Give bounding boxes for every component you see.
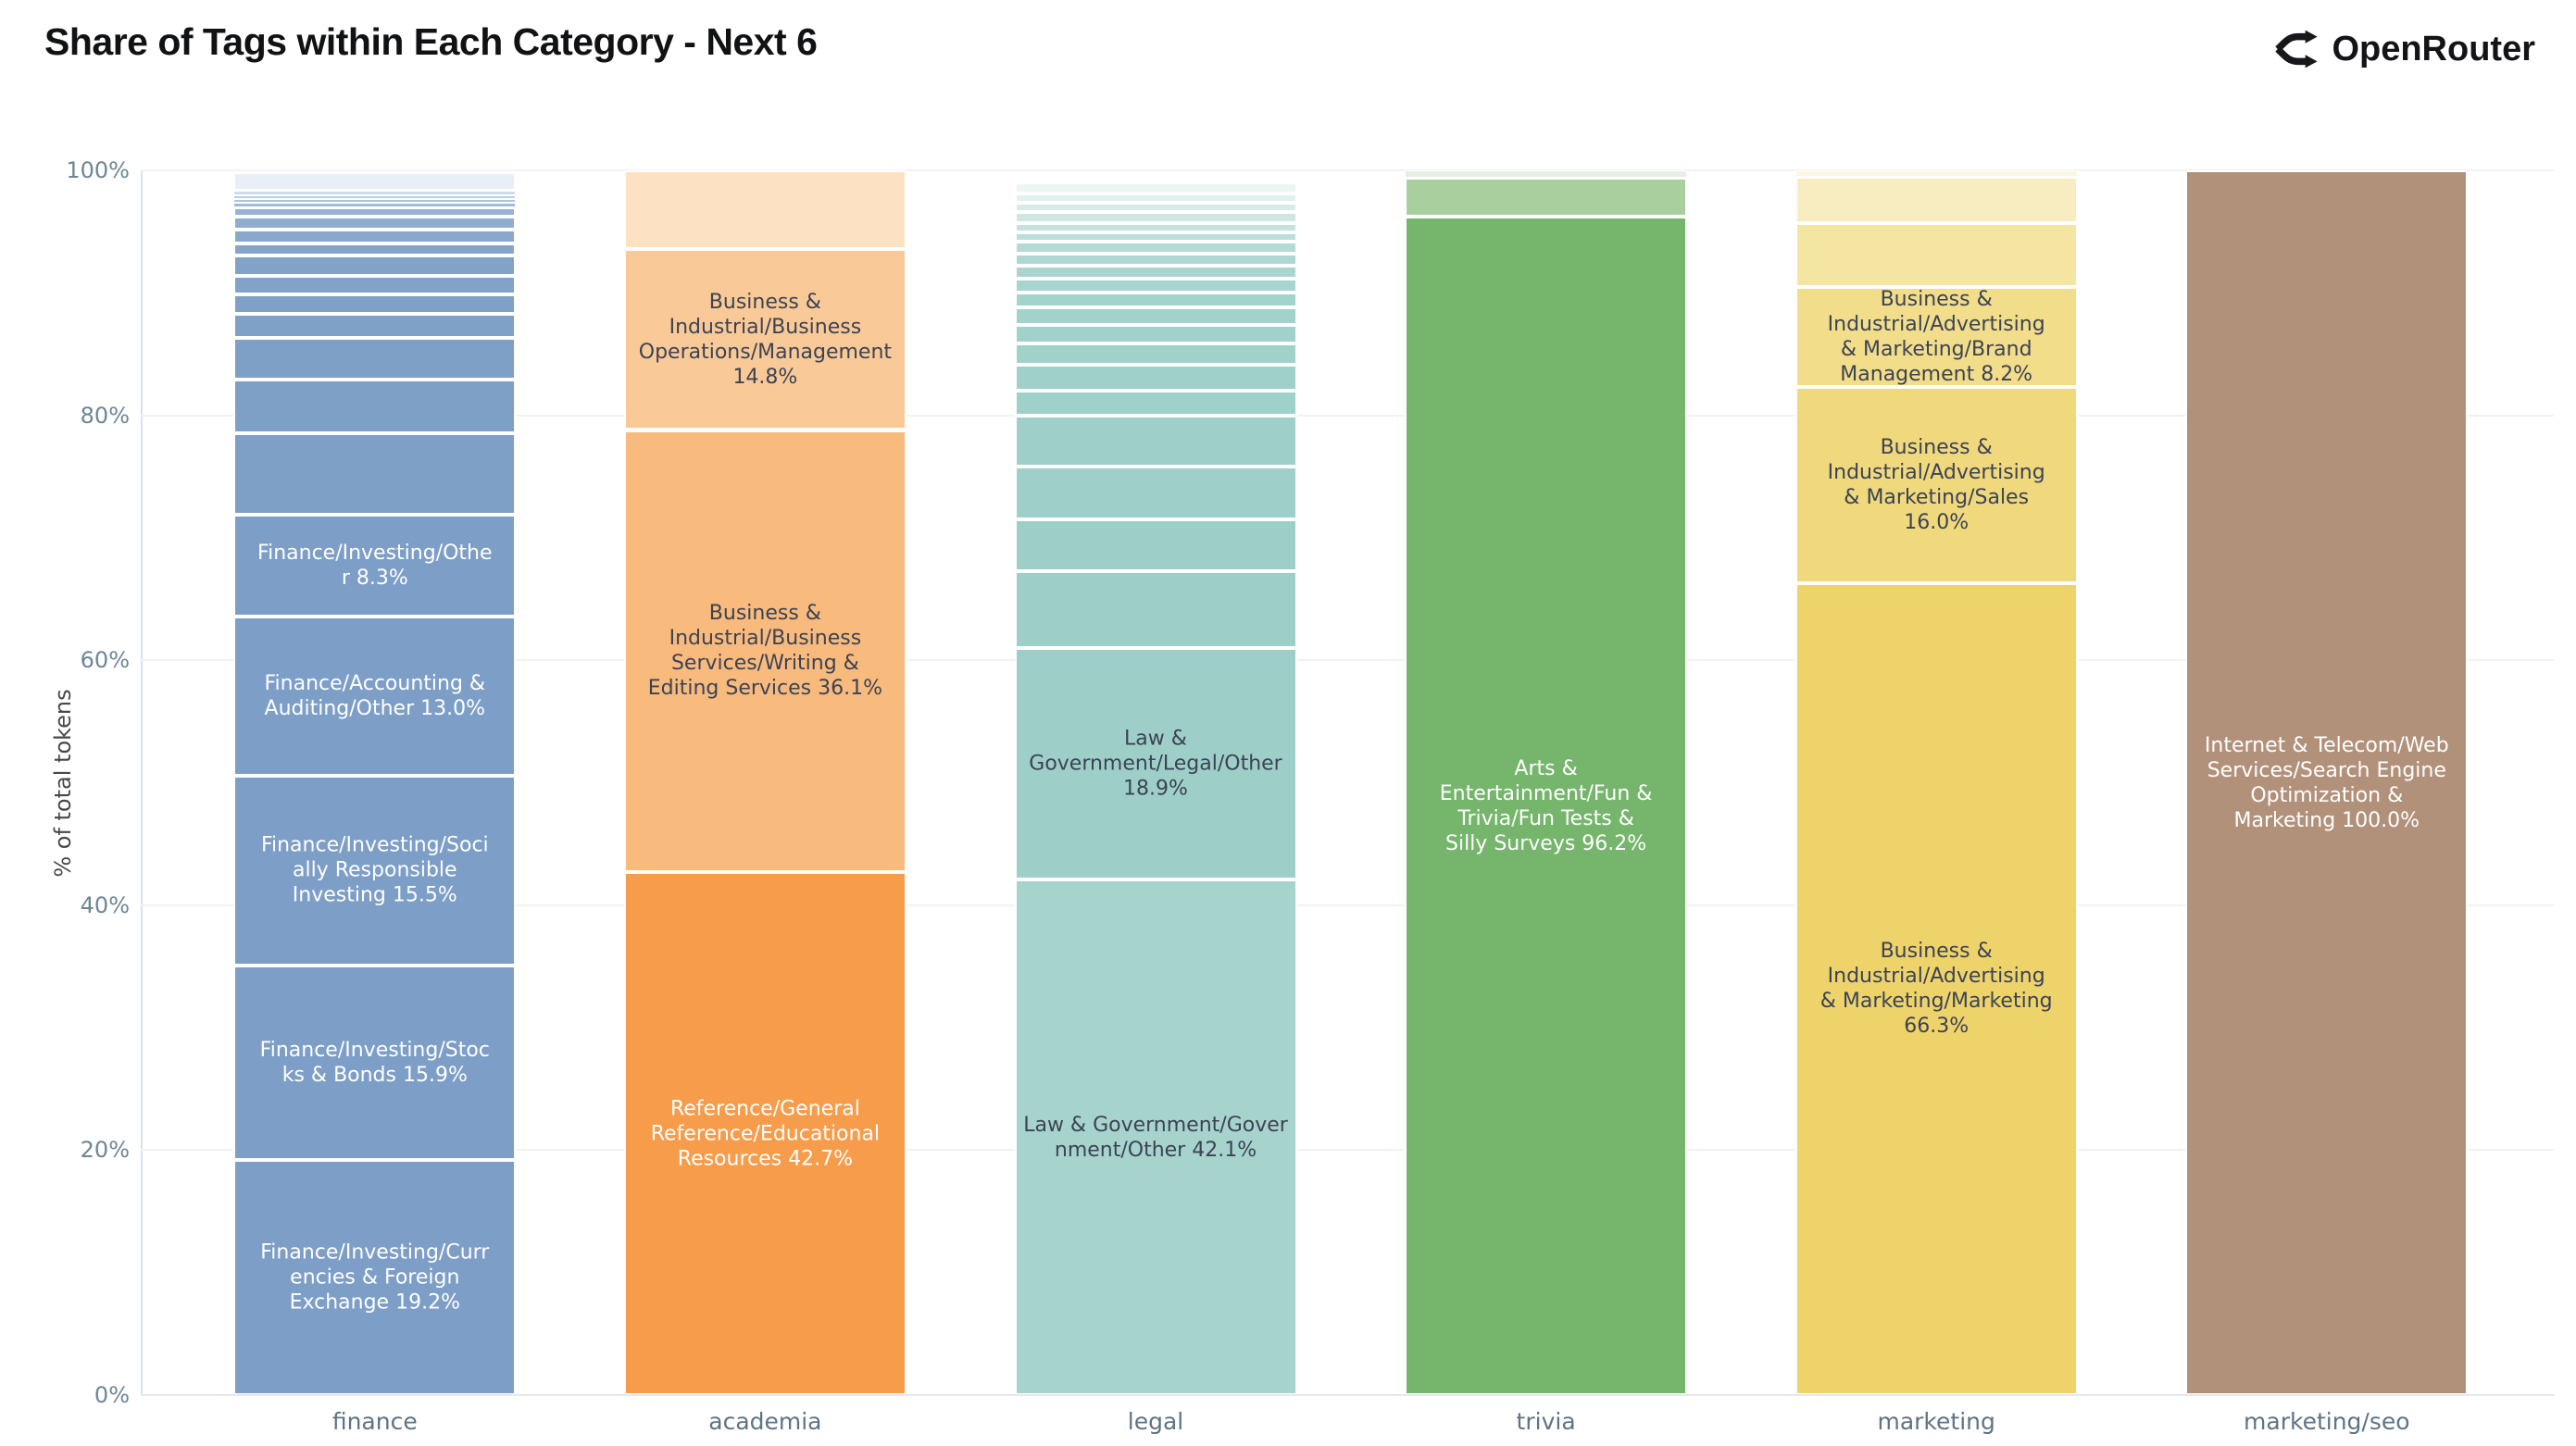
segment[interactable] <box>233 206 517 217</box>
y-tick-label: 60% <box>80 647 130 674</box>
segment[interactable] <box>1794 176 2078 223</box>
segment[interactable] <box>1794 286 2078 388</box>
bar-trivia: Arts & Entertainment/Fun & Trivia/Fun Te… <box>1405 170 1688 1395</box>
segment[interactable] <box>233 229 517 243</box>
openrouter-fork-icon <box>2271 26 2319 72</box>
brand-name: OpenRouter <box>2332 29 2535 69</box>
segment[interactable] <box>233 293 517 315</box>
segment[interactable] <box>233 432 517 515</box>
segment[interactable] <box>233 216 517 230</box>
segment[interactable] <box>1014 203 1297 212</box>
segment[interactable] <box>1014 519 1297 572</box>
segment[interactable] <box>1014 365 1297 392</box>
x-category-label: trivia <box>1516 1408 1576 1435</box>
segment[interactable] <box>1014 571 1297 648</box>
gridline <box>141 414 2554 417</box>
openrouter-logo: OpenRouter <box>2271 26 2535 72</box>
gridline <box>141 1149 2554 1152</box>
y-tick-label: 40% <box>80 891 130 918</box>
segment[interactable] <box>1014 231 1297 242</box>
segment[interactable] <box>2185 170 2469 1395</box>
segment[interactable] <box>1014 467 1297 520</box>
segment[interactable] <box>1014 222 1297 232</box>
segment[interactable] <box>1014 266 1297 280</box>
segment[interactable] <box>1014 182 1297 194</box>
segment[interactable] <box>233 243 517 256</box>
bar-marketing/seo: Internet & Telecom/Web Services/Search E… <box>2185 170 2469 1395</box>
segment[interactable] <box>233 616 517 776</box>
segment[interactable] <box>1014 325 1297 344</box>
segment[interactable] <box>1014 279 1297 293</box>
segment[interactable] <box>233 255 517 276</box>
y-tick-label: 100% <box>66 157 130 183</box>
bar-finance: Finance/Investing/Curr encies & Foreign … <box>233 170 517 1395</box>
segment[interactable] <box>1014 211 1297 223</box>
segment[interactable] <box>233 965 517 1160</box>
segment[interactable] <box>1014 253 1297 267</box>
segment[interactable] <box>1405 217 1688 1395</box>
gridline <box>141 659 2554 662</box>
x-category-label: marketing <box>1877 1408 1995 1435</box>
bar-legal: Law & Government/Gover nment/Other 42.1%… <box>1014 170 1297 1395</box>
segment[interactable] <box>1405 170 1688 178</box>
segment[interactable] <box>1014 416 1297 467</box>
segment[interactable] <box>233 275 517 294</box>
segment[interactable] <box>1794 170 2078 177</box>
segment[interactable] <box>233 171 517 191</box>
y-tick-label: 0% <box>94 1382 130 1408</box>
y-tick-label: 20% <box>80 1137 130 1164</box>
page-title: Share of Tags within Each Category - Nex… <box>44 20 818 63</box>
y-tick-label: 80% <box>80 402 130 429</box>
segment[interactable] <box>233 379 517 433</box>
segment[interactable] <box>1405 177 1688 218</box>
gridline <box>141 169 2554 171</box>
segment[interactable] <box>1794 387 2078 583</box>
segment[interactable] <box>1794 222 2078 287</box>
segment[interactable] <box>233 194 517 199</box>
bar-marketing: Business & Industrial/Advertising & Mark… <box>1794 170 2078 1395</box>
segment[interactable] <box>233 314 517 338</box>
segment[interactable] <box>233 198 517 203</box>
x-axis-line <box>141 1394 2554 1396</box>
segment[interactable] <box>1014 293 1297 308</box>
x-category-label: legal <box>1127 1408 1184 1435</box>
segment[interactable] <box>1794 582 2078 1395</box>
segment[interactable] <box>1014 647 1297 880</box>
segment[interactable] <box>1014 343 1297 366</box>
segment[interactable] <box>1014 307 1297 326</box>
x-category-label: finance <box>331 1408 418 1435</box>
segment[interactable] <box>233 190 517 195</box>
segment[interactable] <box>1014 879 1297 1395</box>
segment[interactable] <box>233 1159 517 1395</box>
x-category-label: academia <box>708 1408 822 1435</box>
bar-academia: Reference/General Reference/Educational … <box>623 170 907 1395</box>
segment[interactable] <box>623 430 907 873</box>
segment[interactable] <box>1014 241 1297 254</box>
segment[interactable] <box>233 514 517 617</box>
segment[interactable] <box>1014 193 1297 204</box>
segment[interactable] <box>233 202 517 207</box>
y-axis-line <box>141 170 143 1396</box>
segment[interactable] <box>1014 391 1297 417</box>
segment[interactable] <box>623 872 907 1395</box>
segment[interactable] <box>623 248 907 430</box>
y-axis-title: % of total tokens <box>50 689 76 878</box>
x-category-label: marketing/seo <box>2244 1408 2410 1435</box>
segment[interactable] <box>233 775 517 966</box>
segment[interactable] <box>623 170 907 249</box>
gridline <box>141 904 2554 906</box>
segment[interactable] <box>233 337 517 380</box>
